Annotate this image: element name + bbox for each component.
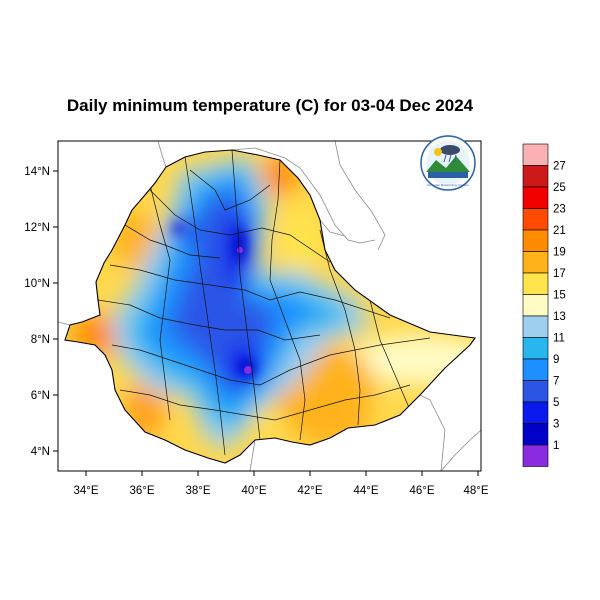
colorbar-legend: 27 25 23 21 19 17 15 13 11 9 7 5 3 1 [522, 143, 566, 467]
x-tick-labels: 34°E 36°E 38°E 40°E 42°E 44°E 46°E 48°E [73, 485, 488, 497]
colorbar-box [522, 251, 549, 274]
colorbar-label: 17 [553, 268, 566, 280]
map-title: Daily minimum temperature (C) for 03-04 … [66, 96, 474, 115]
x-tick-label: 46°E [409, 485, 434, 497]
colorbar-label: 25 [553, 182, 566, 194]
colorbar-label: 19 [553, 247, 566, 259]
colorbar-label: 11 [553, 333, 565, 345]
colorbar-box [522, 380, 549, 403]
colorbar-label: 9 [553, 354, 559, 366]
colorbar-label: 5 [553, 397, 559, 409]
colorbar-box [522, 337, 549, 360]
neighbor-borders [57, 140, 482, 472]
colorbar-label: 23 [553, 204, 566, 216]
colorbar-label: 15 [553, 290, 566, 302]
x-tick-label: 36°E [129, 485, 154, 497]
colorbar-box [522, 143, 549, 166]
y-tick-labels: 14°N 12°N 10°N 8°N 6°N 4°N [24, 166, 50, 458]
x-tick-label: 42°E [297, 485, 322, 497]
colorbar-box [522, 294, 549, 317]
colorbar-box [522, 272, 549, 295]
x-tick-label: 48°E [463, 485, 488, 497]
x-tick-label: 34°E [73, 485, 98, 497]
y-tick-label: 8°N [31, 334, 50, 346]
colorbar-box [522, 186, 549, 209]
colorbar-box [522, 358, 549, 381]
logo-emblem: Ethiopian Meteorology Institute [420, 135, 476, 191]
y-tick-label: 4°N [31, 446, 50, 458]
colorbar-box [522, 165, 549, 188]
x-tick-label: 38°E [185, 485, 210, 497]
y-tick-label: 14°N [24, 166, 50, 178]
colorbar-label: 21 [553, 225, 566, 237]
colorbar-box [522, 423, 549, 446]
colorbar-box [522, 444, 549, 467]
colorbar-label: 7 [553, 376, 559, 388]
colorbar-box [522, 315, 549, 338]
y-axis [53, 170, 58, 452]
colorbar-label: 13 [553, 311, 566, 323]
plot-frame [57, 140, 482, 472]
y-tick-label: 12°N [24, 222, 50, 234]
x-tick-label: 40°E [241, 485, 266, 497]
logo-text: Ethiopian Meteorology Institute [427, 183, 469, 187]
colorbar-label: 3 [553, 419, 559, 431]
colorbar-label: 1 [553, 440, 559, 452]
x-axis [85, 471, 479, 476]
country-border [64, 149, 476, 464]
colorbar-box [522, 229, 549, 252]
colorbar-label: 27 [553, 161, 566, 173]
admin-boundaries [97, 150, 431, 456]
colorbar-box [522, 208, 549, 231]
y-tick-label: 10°N [24, 278, 50, 290]
x-tick-label: 44°E [353, 485, 378, 497]
colorbar-box [522, 401, 549, 424]
y-tick-label: 6°N [31, 390, 50, 402]
